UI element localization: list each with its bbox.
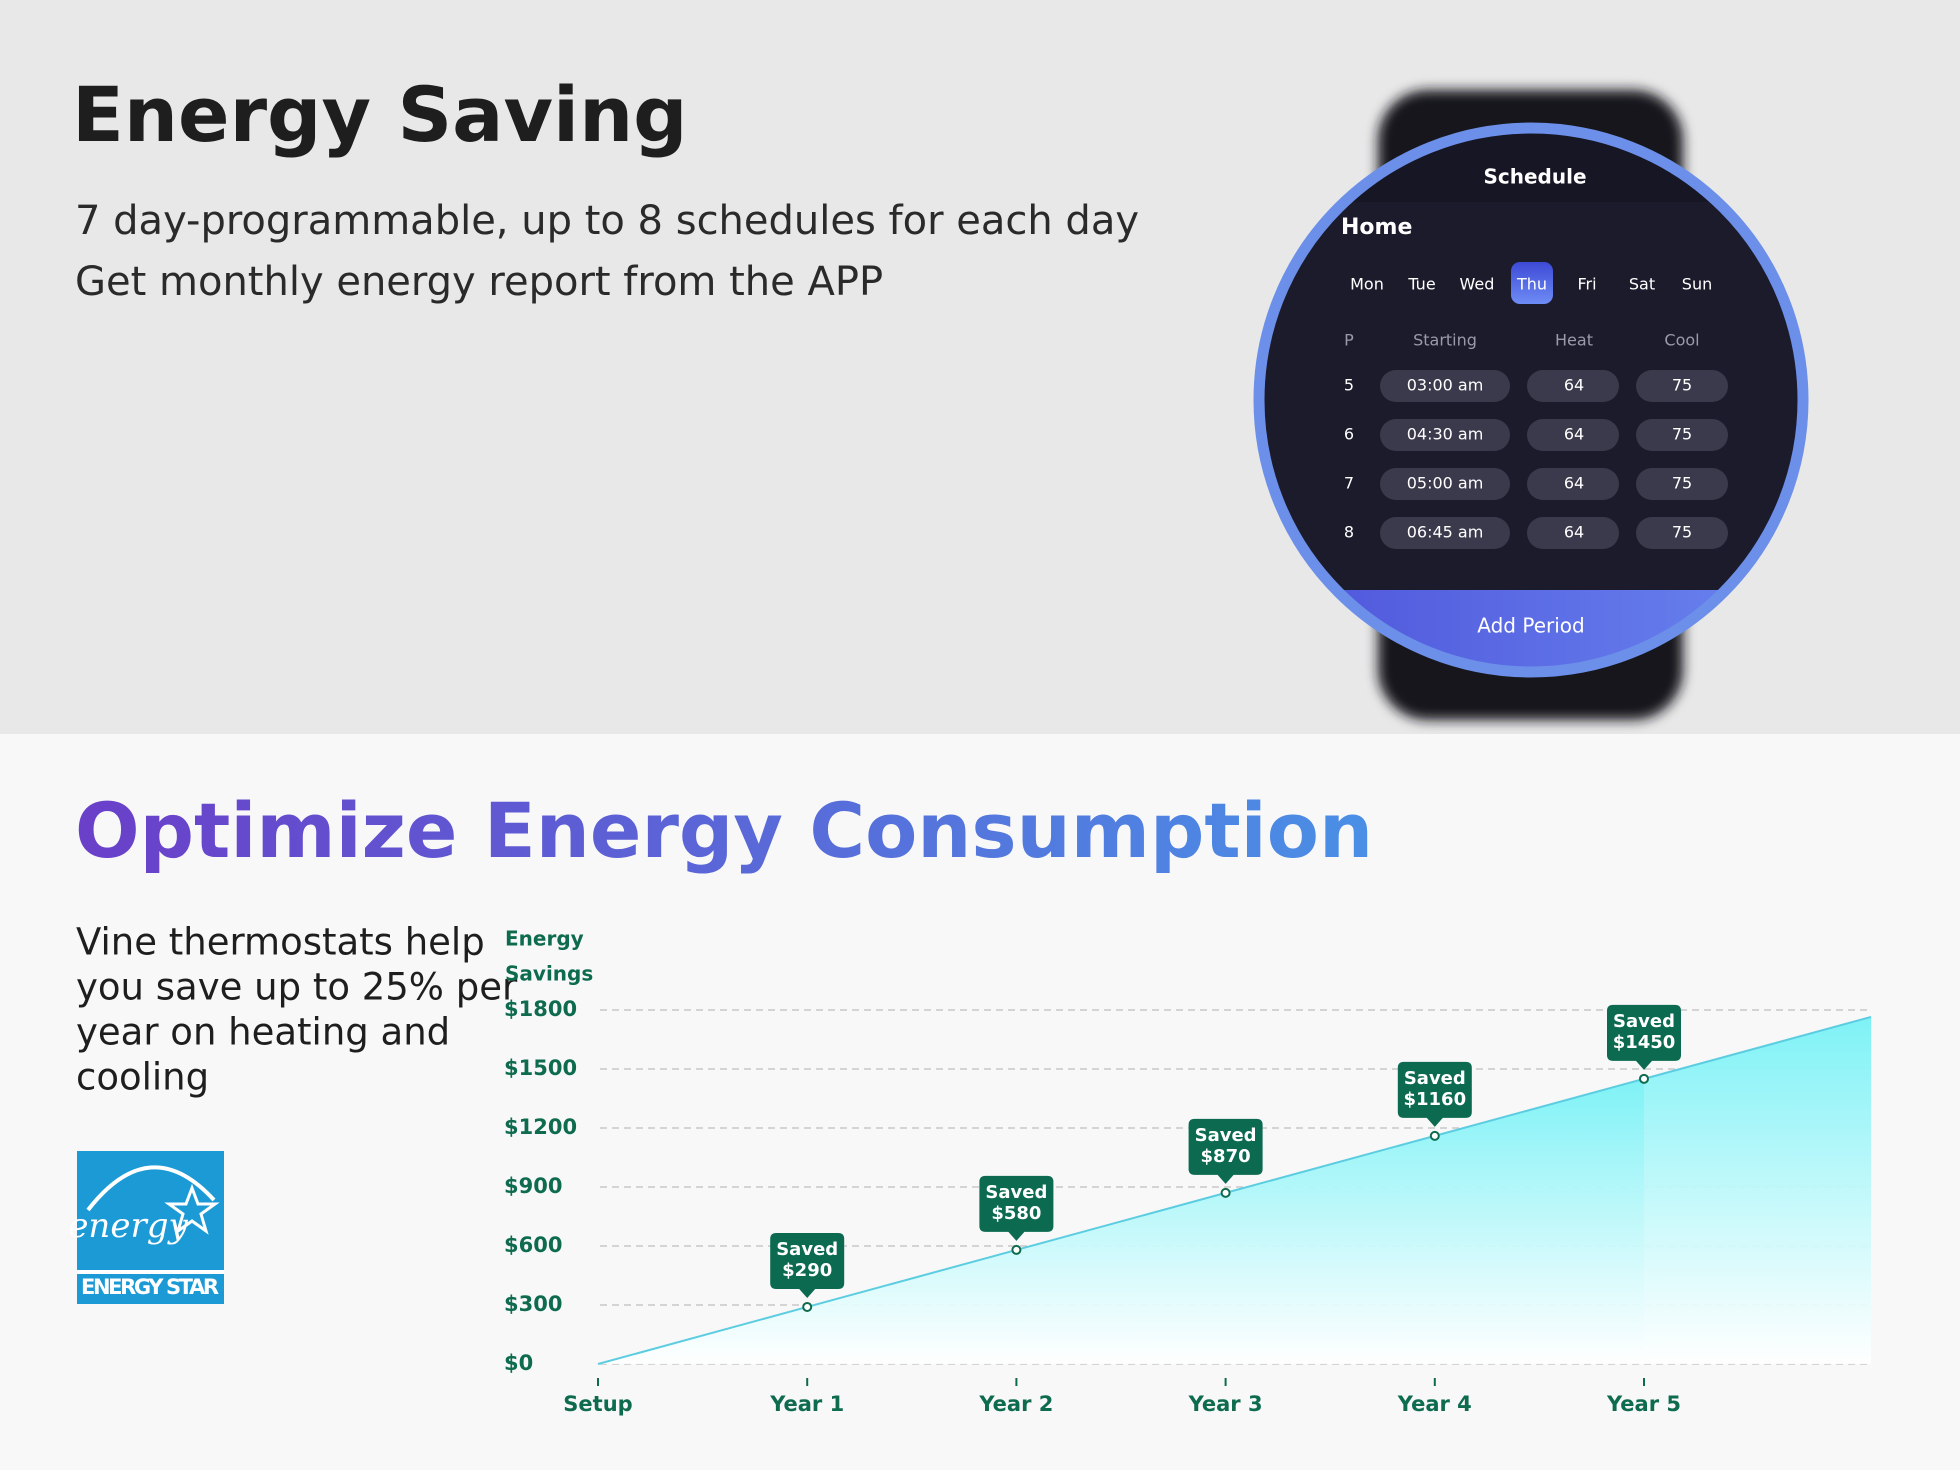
callout <box>1607 1004 1681 1070</box>
cell: 75 <box>1672 425 1692 444</box>
y-tick-label: $600 <box>504 1233 562 1257</box>
y-tick-label: $300 <box>504 1292 562 1316</box>
y-axis-label: Energy <box>505 927 584 951</box>
day-selected[interactable] <box>1511 262 1553 304</box>
callout <box>770 1232 845 1298</box>
cell: 75 <box>1672 376 1692 395</box>
area-extension <box>1644 1016 1871 1364</box>
day-tab[interactable]: Fri <box>1577 275 1596 294</box>
cell-pill[interactable] <box>1380 517 1510 549</box>
data-label: $1450 <box>1613 1032 1676 1053</box>
point <box>1220 1187 1231 1198</box>
section-title: Energy Saving <box>72 70 688 159</box>
y-tick-label: $1200 <box>504 1115 577 1139</box>
x-tick-label: Year 5 <box>1606 1392 1681 1416</box>
x-tick-label: Year 2 <box>978 1392 1053 1416</box>
day-tab[interactable]: Sat <box>1629 275 1655 294</box>
body-line: you save up to 25% per <box>76 966 518 1009</box>
cell: 7 <box>1344 474 1354 493</box>
cell: 5 <box>1344 376 1354 395</box>
cell: 06:45 am <box>1407 523 1484 542</box>
cell-pill[interactable] <box>1636 370 1728 402</box>
cell: 64 <box>1564 376 1584 395</box>
column-header: Cool <box>1664 331 1699 350</box>
cell-pill[interactable] <box>1636 419 1728 451</box>
energy-star-logo: energy ENERGY STAR <box>68 1151 224 1304</box>
x-tick-label: Setup <box>563 1392 632 1416</box>
callout-title: Saved <box>1613 1011 1675 1032</box>
cell-pill[interactable] <box>1636 517 1728 549</box>
button-label[interactable]: Add Period <box>1477 614 1584 638</box>
point <box>1011 1244 1022 1255</box>
screen-title: Schedule <box>1483 165 1586 189</box>
point <box>1429 1130 1440 1141</box>
data-label: $870 <box>1201 1146 1251 1167</box>
cell: 64 <box>1564 425 1584 444</box>
y-tick-label: $1800 <box>504 997 577 1021</box>
x-tick-label: Year 1 <box>769 1392 844 1416</box>
logo-arc <box>86 1165 216 1212</box>
column-header: P <box>1344 331 1354 350</box>
logo-script: energy <box>68 1206 188 1246</box>
cell-pill[interactable] <box>1527 370 1619 402</box>
point <box>802 1301 813 1312</box>
line-extension <box>1643 1015 1872 1080</box>
cell: 64 <box>1564 474 1584 493</box>
point <box>1639 1073 1649 1084</box>
body-line: Vine thermostats help <box>76 921 485 964</box>
zoom-circle <box>1253 122 1809 678</box>
day-tab[interactable]: Mon <box>1350 275 1384 294</box>
callout-title: Saved <box>1404 1068 1466 1089</box>
column-header: Starting <box>1413 331 1477 350</box>
feature-line: Get monthly energy report from the APP <box>75 259 883 305</box>
data-label: $580 <box>991 1203 1041 1224</box>
body-line: cooling <box>76 1056 209 1099</box>
callout <box>1397 1061 1472 1127</box>
logo-divider <box>77 1270 224 1274</box>
day-tab[interactable]: Wed <box>1460 275 1495 294</box>
feature-line: 7 day-programmable, up to 8 schedules fo… <box>75 198 1139 244</box>
logo-star <box>164 1183 220 1235</box>
section-title: Optimize Energy Consumption <box>75 786 1373 875</box>
cell-pill[interactable] <box>1380 370 1510 402</box>
cell-pill[interactable] <box>1636 468 1728 500</box>
cell: 03:00 am <box>1407 376 1484 395</box>
cell-pill[interactable] <box>1380 419 1510 451</box>
cell-pill[interactable] <box>1527 419 1619 451</box>
line <box>597 1077 1645 1365</box>
cell: 05:00 am <box>1407 474 1484 493</box>
y-tick-label: $900 <box>504 1174 562 1198</box>
x-tick-label: Year 4 <box>1397 1392 1472 1416</box>
cell: 64 <box>1564 523 1584 542</box>
day-tab[interactable]: Sun <box>1682 275 1712 294</box>
cell: 75 <box>1672 474 1692 493</box>
cell: 75 <box>1672 523 1692 542</box>
cell-pill[interactable] <box>1527 517 1619 549</box>
callout-title: Saved <box>1195 1125 1257 1146</box>
cell-pill[interactable] <box>1527 468 1619 500</box>
cell: 8 <box>1344 523 1354 542</box>
data-label: $1160 <box>1403 1089 1466 1110</box>
day-tab[interactable]: Thu <box>1516 275 1547 294</box>
callout <box>979 1175 1054 1241</box>
callout <box>1188 1118 1263 1184</box>
callout-title: Saved <box>985 1182 1047 1203</box>
data-label: $290 <box>782 1260 832 1281</box>
callout-title: Saved <box>776 1239 838 1260</box>
place-name: Home <box>1341 215 1412 240</box>
y-tick-label: $1500 <box>504 1056 577 1080</box>
logo-text: ENERGY STAR <box>81 1275 219 1299</box>
y-axis-label: Savings <box>505 962 593 986</box>
body-line: year on heating and <box>76 1011 450 1054</box>
y-tick-label: $0 <box>504 1351 533 1375</box>
column-header: Heat <box>1555 331 1593 350</box>
day-tab[interactable]: Tue <box>1407 275 1435 294</box>
cell: 04:30 am <box>1407 425 1484 444</box>
cell: 6 <box>1344 425 1354 444</box>
cell-pill[interactable] <box>1380 468 1510 500</box>
x-tick-label: Year 3 <box>1188 1392 1263 1416</box>
